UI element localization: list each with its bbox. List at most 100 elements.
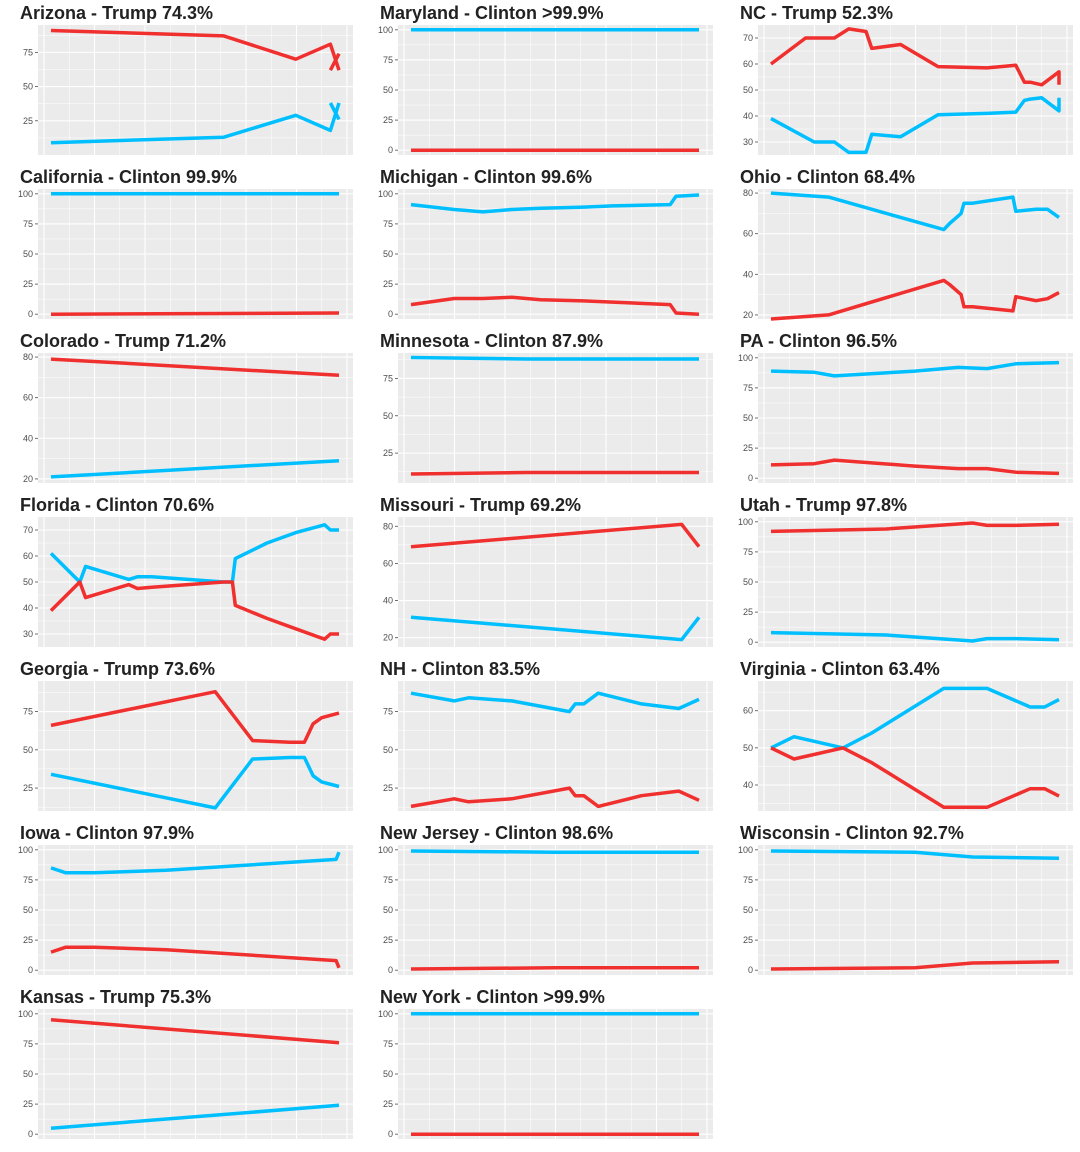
trump-probability-line bbox=[50, 357, 340, 378]
panel-title: Iowa - Clinton 97.9% bbox=[20, 823, 194, 843]
state-panel-12: Georgia - Trump 73.6% 25 50 75 bbox=[20, 659, 353, 811]
y-tick-label: 100 bbox=[738, 517, 753, 527]
y-tick-label: 25 bbox=[383, 935, 393, 945]
panel-title: Missouri - Trump 69.2% bbox=[380, 495, 581, 515]
y-tick-label: 0 bbox=[748, 965, 753, 975]
y-tick-label: 0 bbox=[388, 965, 393, 975]
y-tick-label: 75 bbox=[383, 55, 393, 65]
trump-probability-line bbox=[50, 28, 341, 71]
y-tick-label: 75 bbox=[383, 707, 393, 717]
y-tick-label: 50 bbox=[383, 411, 393, 421]
trump-probability-line bbox=[769, 27, 1061, 87]
trump-probability-line bbox=[50, 689, 340, 744]
panel-title: California - Clinton 99.9% bbox=[20, 167, 237, 187]
y-tick-label: 75 bbox=[383, 1039, 393, 1049]
clinton-probability-line bbox=[770, 96, 1061, 155]
y-tick-label: 60 bbox=[743, 59, 753, 69]
state-panel-5: Ohio - Clinton 68.4% 20 40 60 80 bbox=[740, 167, 1073, 321]
trump-probability-line bbox=[770, 458, 1060, 476]
state-panel-18: Kansas - Trump 75.3% 0 25 50 75 100 bbox=[18, 987, 353, 1139]
panel-title: Kansas - Trump 75.3% bbox=[20, 987, 211, 1007]
trump-probability-line bbox=[49, 580, 339, 641]
y-tick-label: 25 bbox=[383, 279, 393, 289]
y-tick-label: 75 bbox=[23, 1039, 33, 1049]
y-tick-label: 40 bbox=[23, 433, 33, 443]
panel-title: Minnesota - Clinton 87.9% bbox=[380, 331, 603, 351]
panel-title: NC - Trump 52.3% bbox=[740, 3, 893, 23]
state-panel-13: NH - Clinton 83.5% 25 50 75 bbox=[380, 659, 713, 811]
y-tick-label: 0 bbox=[388, 1129, 393, 1139]
y-tick-label: 70 bbox=[743, 33, 753, 43]
y-tick-label: 60 bbox=[23, 551, 33, 561]
clinton-probability-line bbox=[770, 360, 1060, 378]
y-tick-label: 75 bbox=[23, 47, 33, 57]
trump-probability-line bbox=[410, 786, 700, 809]
y-tick-label: 20 bbox=[383, 633, 393, 643]
y-tick-label: 25 bbox=[383, 115, 393, 125]
state-panel-16: New Jersey - Clinton 98.6% 0 25 50 75 100 bbox=[378, 823, 713, 975]
state-panel-17: Wisconsin - Clinton 92.7% 0 25 50 75 100 bbox=[738, 823, 1073, 975]
y-tick-label: 50 bbox=[383, 745, 393, 755]
y-tick-label: 0 bbox=[388, 145, 393, 155]
state-panel-10: Missouri - Trump 69.2% 20 40 60 80 bbox=[380, 495, 713, 647]
y-tick-label: 40 bbox=[743, 111, 753, 121]
y-tick-label: 100 bbox=[18, 1009, 33, 1019]
panel-title: Arizona - Trump 74.3% bbox=[20, 3, 213, 23]
y-tick-label: 100 bbox=[378, 25, 393, 35]
panel-title: Virginia - Clinton 63.4% bbox=[740, 659, 940, 679]
y-tick-label: 50 bbox=[23, 577, 33, 587]
state-panel-4: Michigan - Clinton 99.6% 0 25 50 75 100 bbox=[378, 167, 713, 319]
y-tick-label: 100 bbox=[18, 189, 33, 199]
y-tick-label: 40 bbox=[23, 603, 33, 613]
y-tick-label: 50 bbox=[743, 413, 753, 423]
y-tick-label: 25 bbox=[23, 279, 33, 289]
y-tick-label: 100 bbox=[738, 845, 753, 855]
clinton-probability-line bbox=[410, 615, 701, 642]
trump-probability-line bbox=[328, 52, 341, 72]
y-tick-label: 25 bbox=[743, 607, 753, 617]
y-tick-label: 25 bbox=[743, 935, 753, 945]
panel-title: New York - Clinton >99.9% bbox=[380, 987, 605, 1007]
y-tick-label: 80 bbox=[743, 188, 753, 198]
y-tick-label: 75 bbox=[23, 219, 33, 229]
y-tick-label: 25 bbox=[383, 1099, 393, 1109]
panel-title: Michigan - Clinton 99.6% bbox=[380, 167, 592, 187]
trump-probability-line bbox=[410, 522, 701, 549]
y-tick-label: 40 bbox=[383, 596, 393, 606]
y-tick-label: 40 bbox=[743, 780, 753, 790]
y-tick-label: 75 bbox=[23, 707, 33, 717]
y-tick-label: 0 bbox=[28, 1129, 33, 1139]
y-tick-label: 50 bbox=[23, 82, 33, 92]
clinton-probability-line bbox=[770, 191, 1061, 232]
y-tick-label: 25 bbox=[23, 1099, 33, 1109]
trump-probability-line bbox=[410, 966, 699, 971]
y-tick-label: 100 bbox=[378, 1009, 393, 1019]
y-tick-label: 60 bbox=[743, 229, 753, 239]
state-panel-7: Minnesota - Clinton 87.9% 25 50 75 bbox=[380, 331, 713, 483]
y-tick-label: 50 bbox=[743, 743, 753, 753]
y-tick-label: 0 bbox=[748, 473, 753, 483]
panel-title: Ohio - Clinton 68.4% bbox=[740, 167, 915, 187]
state-panel-15: Iowa - Clinton 97.9% 0 25 50 75 100 bbox=[18, 823, 353, 975]
y-tick-label: 50 bbox=[23, 1069, 33, 1079]
y-tick-label: 100 bbox=[378, 845, 393, 855]
y-tick-label: 25 bbox=[743, 443, 753, 453]
y-tick-label: 100 bbox=[738, 353, 753, 363]
y-tick-label: 20 bbox=[743, 310, 753, 320]
state-panel-6: Colorado - Trump 71.2% 20 40 60 80 bbox=[20, 331, 353, 484]
y-tick-label: 0 bbox=[28, 309, 33, 319]
trump-probability-line bbox=[770, 278, 1060, 321]
y-tick-label: 60 bbox=[383, 558, 393, 568]
y-tick-label: 50 bbox=[383, 905, 393, 915]
y-tick-label: 25 bbox=[23, 783, 33, 793]
trump-probability-line bbox=[410, 295, 700, 316]
y-tick-label: 80 bbox=[23, 352, 33, 362]
clinton-probability-line bbox=[410, 355, 699, 361]
y-tick-label: 50 bbox=[23, 745, 33, 755]
y-tick-label: 100 bbox=[378, 189, 393, 199]
y-tick-label: 75 bbox=[383, 219, 393, 229]
y-tick-label: 50 bbox=[743, 85, 753, 95]
y-tick-label: 50 bbox=[383, 249, 393, 259]
y-tick-label: 0 bbox=[388, 309, 393, 319]
